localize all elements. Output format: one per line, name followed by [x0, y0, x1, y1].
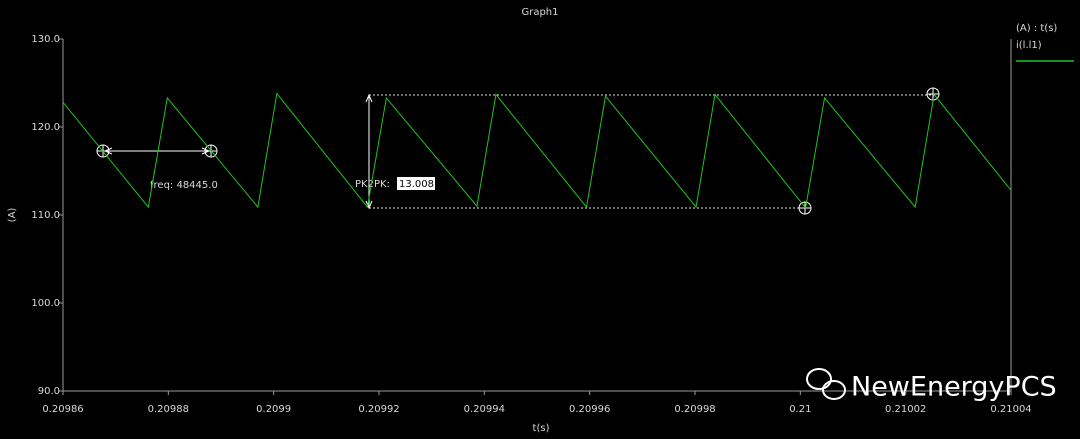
watermark-icon	[806, 368, 846, 400]
x-tick-label: 0.21	[789, 404, 811, 415]
series-line	[62, 92, 1012, 210]
x-axis-label: t(s)	[533, 423, 550, 434]
y-tick-label: 110.0	[31, 210, 60, 221]
y-axis-label: (A)	[7, 208, 18, 223]
legend-label: i(l.l1)	[1016, 40, 1042, 51]
x-tick-label: 0.2099	[256, 404, 291, 415]
pk2pk-label: PK2PK:	[355, 179, 390, 190]
chart-title: Graph1	[521, 7, 558, 18]
x-tick-label: 0.20992	[358, 404, 399, 415]
y-tick-label: 100.0	[31, 298, 60, 309]
x-tick-label: 0.20998	[674, 404, 715, 415]
watermark: NewEnergyPCS	[851, 372, 1057, 403]
pk2pk-value: 13.008	[399, 179, 434, 190]
freq-label: freq: 48445.0	[150, 180, 218, 191]
legend-title: (A) : t(s)	[1016, 23, 1057, 34]
x-tick-label: 0.21004	[990, 404, 1031, 415]
x-tick-label: 0.21002	[885, 404, 926, 415]
x-tick-label: 0.20986	[42, 404, 83, 415]
y-tick-label: 120.0	[31, 122, 60, 133]
y-tick-label: 90.0	[38, 386, 60, 397]
arrow-head	[365, 93, 373, 210]
y-tick-label: 130.0	[31, 34, 60, 45]
pk2pk-box	[397, 177, 435, 190]
x-tick-label: 0.20994	[464, 404, 505, 415]
cursor-markers	[96, 87, 940, 215]
x-tick-label: 0.20988	[148, 404, 189, 415]
x-tick-label: 0.20996	[569, 404, 610, 415]
